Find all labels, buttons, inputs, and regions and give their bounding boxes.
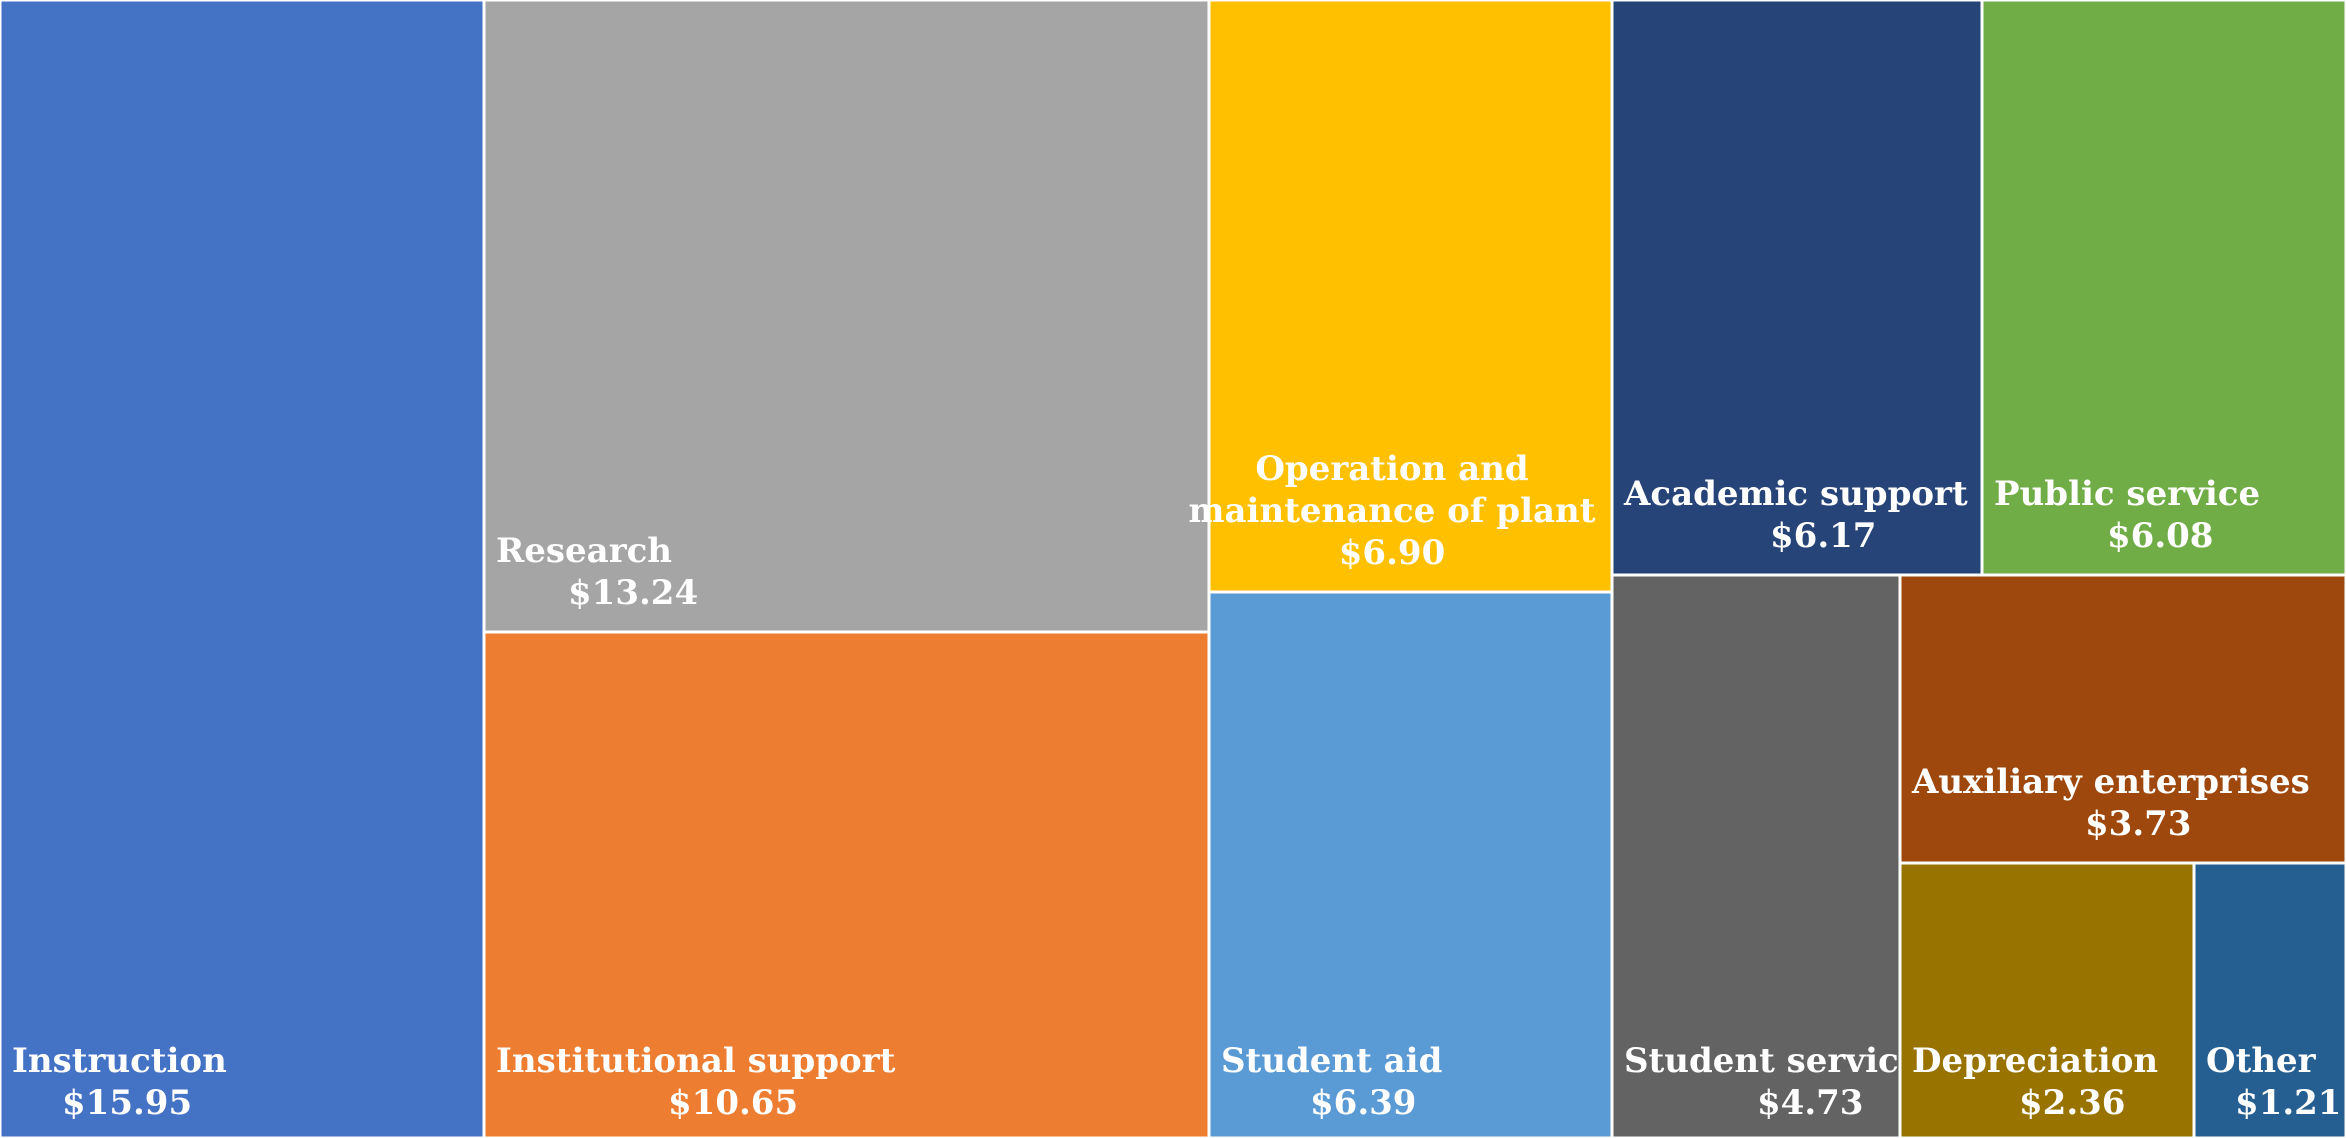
tile-label-operation-and-maintenance-of-plant: Operation and maintenance of plant $6.90 bbox=[1189, 449, 1596, 573]
tile-rect-depreciation bbox=[1898, 861, 2196, 1138]
tile-academic-support: Academic support $6.17 bbox=[1610, 0, 1984, 577]
tile-rect-other bbox=[2192, 861, 2346, 1138]
tile-rect-academic-support bbox=[1610, 0, 1984, 577]
tile-rect-student-aid bbox=[1207, 590, 1614, 1138]
tile-operation-and-maintenance-of-plant: Operation and maintenance of plant $6.90 bbox=[1189, 0, 1614, 594]
tile-institutional-support: Institutional support $10.65 bbox=[482, 630, 1211, 1138]
tile-instruction: Instruction $15.95 bbox=[0, 0, 486, 1138]
tile-label-auxiliary-enterprises: Auxiliary enterprises $3.73 bbox=[1911, 762, 2310, 844]
tile-rect-research bbox=[482, 0, 1211, 634]
tile-rect-institutional-support bbox=[482, 630, 1211, 1138]
tile-rect-operation-and-maintenance-of-plant bbox=[1207, 0, 1614, 594]
tile-label-other: Other $1.21 bbox=[2206, 1041, 2341, 1123]
tile-depreciation: Depreciation $2.36 bbox=[1898, 861, 2196, 1138]
tile-label-institutional-support: Institutional support $10.65 bbox=[496, 1041, 896, 1123]
tile-rect-student-services bbox=[1610, 573, 1902, 1138]
tile-other: Other $1.21 bbox=[2192, 861, 2346, 1138]
tile-student-aid: Student aid $6.39 bbox=[1207, 590, 1614, 1138]
tile-public-service: Public service $6.08 bbox=[1980, 0, 2346, 577]
tile-rect-public-service bbox=[1980, 0, 2346, 577]
tile-student-services: Student services $4.73 bbox=[1610, 573, 1939, 1138]
tile-label-public-service: Public service $6.08 bbox=[1994, 474, 2260, 556]
tile-label-instruction: Instruction $15.95 bbox=[12, 1041, 227, 1123]
tile-rect-instruction bbox=[0, 0, 486, 1138]
tile-rect-auxiliary-enterprises bbox=[1898, 573, 2346, 865]
tile-label-student-aid: Student aid $6.39 bbox=[1221, 1041, 1442, 1123]
tile-research: Research $13.24 bbox=[482, 0, 1211, 634]
tile-auxiliary-enterprises: Auxiliary enterprises $3.73 bbox=[1898, 573, 2346, 865]
tile-label-academic-support: Academic support $6.17 bbox=[1623, 474, 1968, 556]
tile-label-research: Research $13.24 bbox=[496, 531, 698, 613]
tile-label-student-services: Student services $4.73 bbox=[1624, 1041, 1939, 1123]
tile-label-depreciation: Depreciation $2.36 bbox=[1912, 1041, 2158, 1123]
